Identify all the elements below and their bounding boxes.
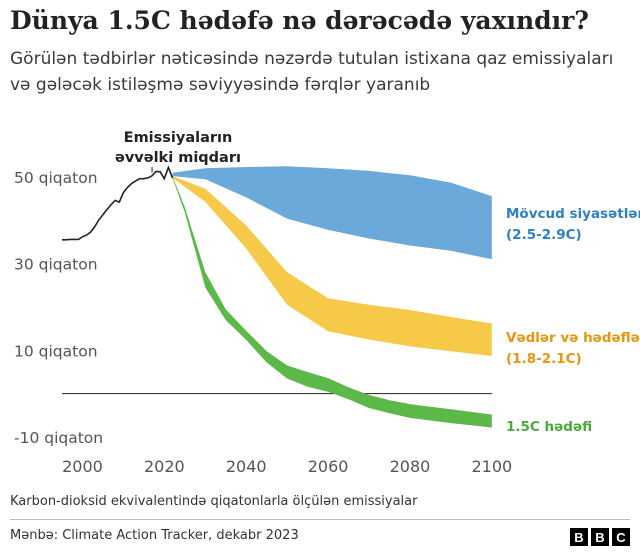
current-policies-label-1: Mövcud siyasətlər	[506, 206, 640, 222]
emissions-chart: 50 qiqaton 30 qiqaton 10 qiqaton -10 qiqato…	[14, 130, 640, 476]
source-note: Mənbə: Climate Action Tracker, dekabr 20…	[10, 528, 299, 543]
target-1-5c-label-1: 1.5C hədəfi	[506, 419, 592, 435]
units-footnote: Karbon-dioksid ekvivalentində qiqatonlar…	[10, 494, 418, 509]
x-tick-label-3: 2060	[308, 457, 349, 476]
y-tick-label-2: 10 qiqaton	[14, 342, 98, 360]
x-tick-label-1: 2020	[144, 457, 185, 476]
pledges-targets-label-1: Vədlər və hədəflər	[506, 330, 640, 346]
chart-subtitle: Görülən tədbirlər nəticəsində nəzərdə tu…	[10, 49, 614, 95]
x-tick-label-0: 2000	[62, 457, 103, 476]
footer-divider	[10, 519, 630, 520]
x-tick-label-2: 2040	[226, 457, 267, 476]
bbc-logo-block-2: B	[591, 528, 609, 546]
x-tick-label-4: 2080	[390, 457, 431, 476]
y-tick-label-3: -10 qiqaton	[14, 429, 103, 447]
y-tick-label-1: 30 qiqaton	[14, 256, 98, 274]
bbc-logo: B B C	[570, 528, 630, 546]
annotation-line-2: əvvəlki miqdarı	[115, 150, 241, 166]
pledges-targets-label-2: (1.8-2.1C)	[506, 351, 582, 367]
chart-title: Dünya 1.5C hədəfə nə dərəcədə yaxındır?	[10, 6, 589, 35]
historical-emissions-line	[62, 165, 174, 241]
bbc-logo-block-1: B	[570, 528, 588, 546]
annotation-line-1: Emissiyaların	[124, 130, 233, 146]
y-tick-label-0: 50 qiqaton	[14, 169, 98, 187]
current-policies-label-2: (2.5-2.9C)	[506, 227, 582, 243]
x-tick-label-5: 2100	[471, 457, 512, 476]
current-policies-band	[172, 166, 492, 260]
bbc-logo-block-3: C	[612, 528, 630, 546]
pledges-targets-band	[172, 176, 492, 356]
